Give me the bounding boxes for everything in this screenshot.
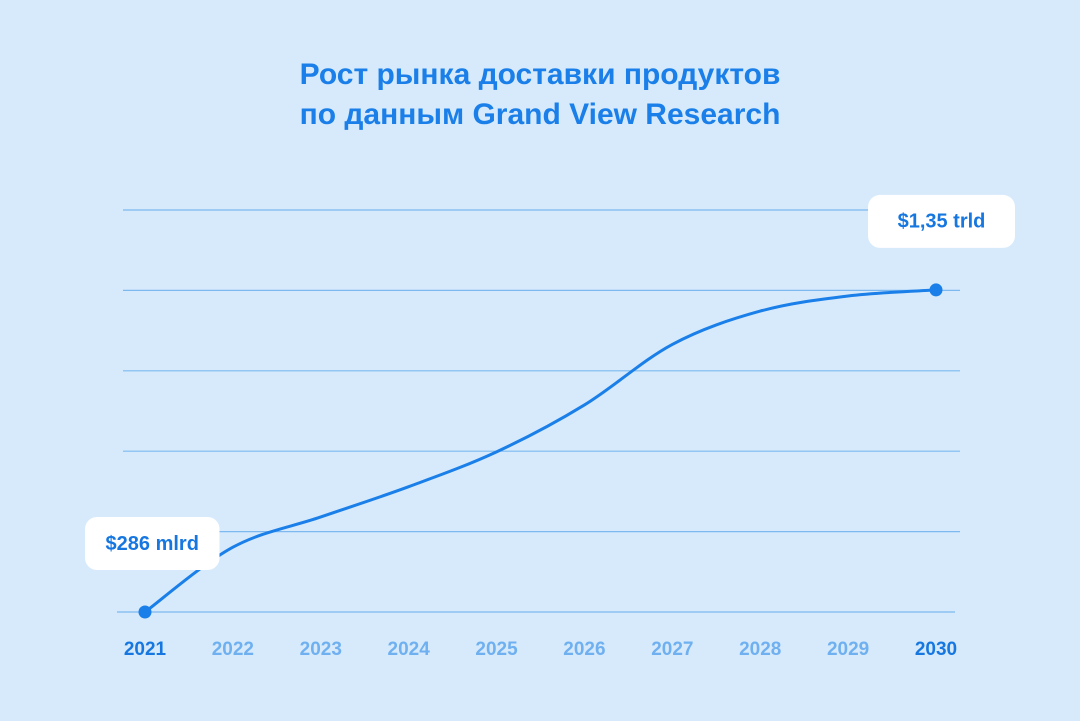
- x-tick-label: 2030: [915, 639, 957, 660]
- value-label-box: [85, 517, 220, 570]
- value-label-box: [868, 194, 1015, 248]
- x-tick-label: 2028: [739, 639, 781, 660]
- x-tick-label: 2027: [651, 639, 693, 660]
- value-label: $286 mlrd: [106, 533, 199, 555]
- point: [138, 605, 152, 619]
- value-label: $1,35 trld: [898, 211, 986, 233]
- point: [929, 283, 943, 297]
- x-tick-label: 2026: [563, 639, 605, 660]
- x-tick-label: 2022: [212, 639, 254, 660]
- x-tick-label: 2021: [124, 639, 167, 660]
- x-tick-label: 2029: [827, 639, 869, 660]
- chart-title: по данным Grand View Research: [300, 98, 781, 131]
- x-tick-label: 2024: [388, 639, 431, 660]
- x-tick-label: 2025: [475, 639, 518, 660]
- chart-title: Рост рынка доставки продуктов: [300, 58, 781, 91]
- x-tick-label: 2023: [300, 639, 342, 660]
- line: [144, 288, 937, 614]
